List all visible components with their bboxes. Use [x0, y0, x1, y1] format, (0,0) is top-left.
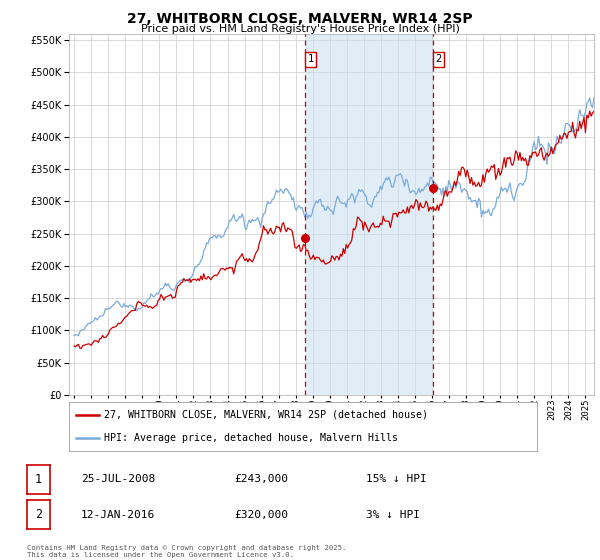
- Text: 27, WHITBORN CLOSE, MALVERN, WR14 2SP: 27, WHITBORN CLOSE, MALVERN, WR14 2SP: [127, 12, 473, 26]
- Text: 15% ↓ HPI: 15% ↓ HPI: [366, 474, 427, 484]
- Text: £243,000: £243,000: [234, 474, 288, 484]
- Text: Contains HM Land Registry data © Crown copyright and database right 2025.
This d: Contains HM Land Registry data © Crown c…: [27, 545, 346, 558]
- Text: 12-JAN-2016: 12-JAN-2016: [81, 510, 155, 520]
- Text: HPI: Average price, detached house, Malvern Hills: HPI: Average price, detached house, Malv…: [104, 433, 398, 444]
- Text: 1: 1: [307, 54, 314, 64]
- Text: 25-JUL-2008: 25-JUL-2008: [81, 474, 155, 484]
- Text: £320,000: £320,000: [234, 510, 288, 520]
- Text: 3% ↓ HPI: 3% ↓ HPI: [366, 510, 420, 520]
- Text: 2: 2: [35, 508, 42, 521]
- Bar: [305, 34, 433, 395]
- Text: 27, WHITBORN CLOSE, MALVERN, WR14 2SP (detached house): 27, WHITBORN CLOSE, MALVERN, WR14 2SP (d…: [104, 410, 428, 420]
- Text: 1: 1: [35, 473, 42, 486]
- Text: 2: 2: [436, 54, 442, 64]
- Text: Price paid vs. HM Land Registry's House Price Index (HPI): Price paid vs. HM Land Registry's House …: [140, 24, 460, 34]
